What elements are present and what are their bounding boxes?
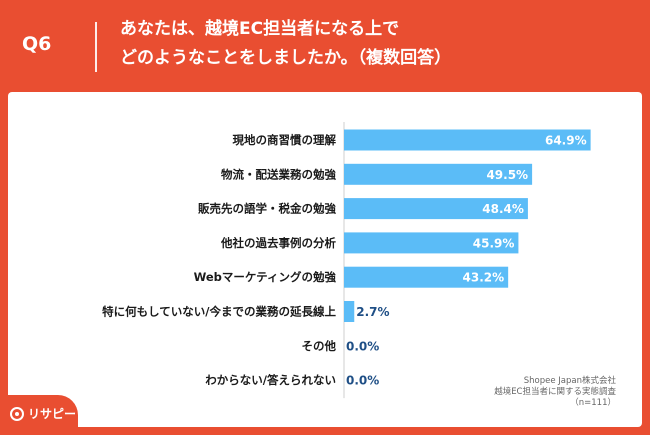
bar <box>344 301 355 322</box>
category-label: 他社の過去事例の分析 <box>220 236 336 250</box>
chart-panel: 現地の商習慣の理解 64.9% 物流・配送業務の勉強 49.5% 販売先の語学・税金の勉… <box>8 92 642 427</box>
bar <box>344 163 533 185</box>
bar-chart: 現地の商習慣の理解 64.9% 物流・配送業務の勉強 49.5% 販売先の語学・税金の勉… <box>102 122 591 399</box>
header-divider <box>95 22 97 72</box>
category-label: Webマーケティングの勉強 <box>194 270 337 284</box>
value-label: 0.0% <box>346 374 379 388</box>
bar <box>344 198 528 220</box>
category-label: 特に何もしていない/今までの業務の延長線上 <box>102 305 336 319</box>
source-company: Shopee Japan株式会社 <box>523 376 616 386</box>
header: Q6 あなたは、越境EC担当者になる上で どのようなことをしましたか。（複数回答… <box>0 0 650 88</box>
question-label: Q6 <box>22 33 52 55</box>
category-label: 現地の商習慣の理解 <box>233 133 337 147</box>
bar <box>344 266 509 288</box>
value-label: 43.2% <box>463 271 505 285</box>
value-label: 2.7% <box>356 305 389 319</box>
category-label: わからない/答えられない <box>205 373 336 387</box>
value-label: 48.4% <box>482 202 524 216</box>
risapy-logo: リサピー <box>0 395 78 435</box>
category-label: 物流・配送業務の勉強 <box>221 167 336 181</box>
source-survey: 越境EC担当者に関する実態調査 <box>494 387 616 397</box>
value-label: 45.9% <box>473 236 515 250</box>
logo-icon <box>10 407 24 421</box>
logo-text: リサピー <box>28 407 77 421</box>
category-label: 販売先の語学・税金の勉強 <box>198 202 336 216</box>
source-note: Shopee Japan株式会社 越境EC担当者に関する実態調査 （n=111） <box>494 376 616 409</box>
bar <box>344 129 591 151</box>
value-label: 0.0% <box>346 339 379 353</box>
title-line-2: どのようなことをしましたか。（複数回答） <box>120 48 452 68</box>
category-label: その他 <box>302 339 337 353</box>
chart-title: あなたは、越境EC担当者になる上で どのようなことをしましたか。（複数回答） <box>120 15 640 73</box>
bar <box>344 232 519 254</box>
value-label: 49.5% <box>486 168 528 182</box>
title-line-1: あなたは、越境EC担当者になる上で <box>120 19 400 39</box>
value-label: 64.9% <box>545 134 587 148</box>
source-n: （n=111） <box>570 398 616 408</box>
